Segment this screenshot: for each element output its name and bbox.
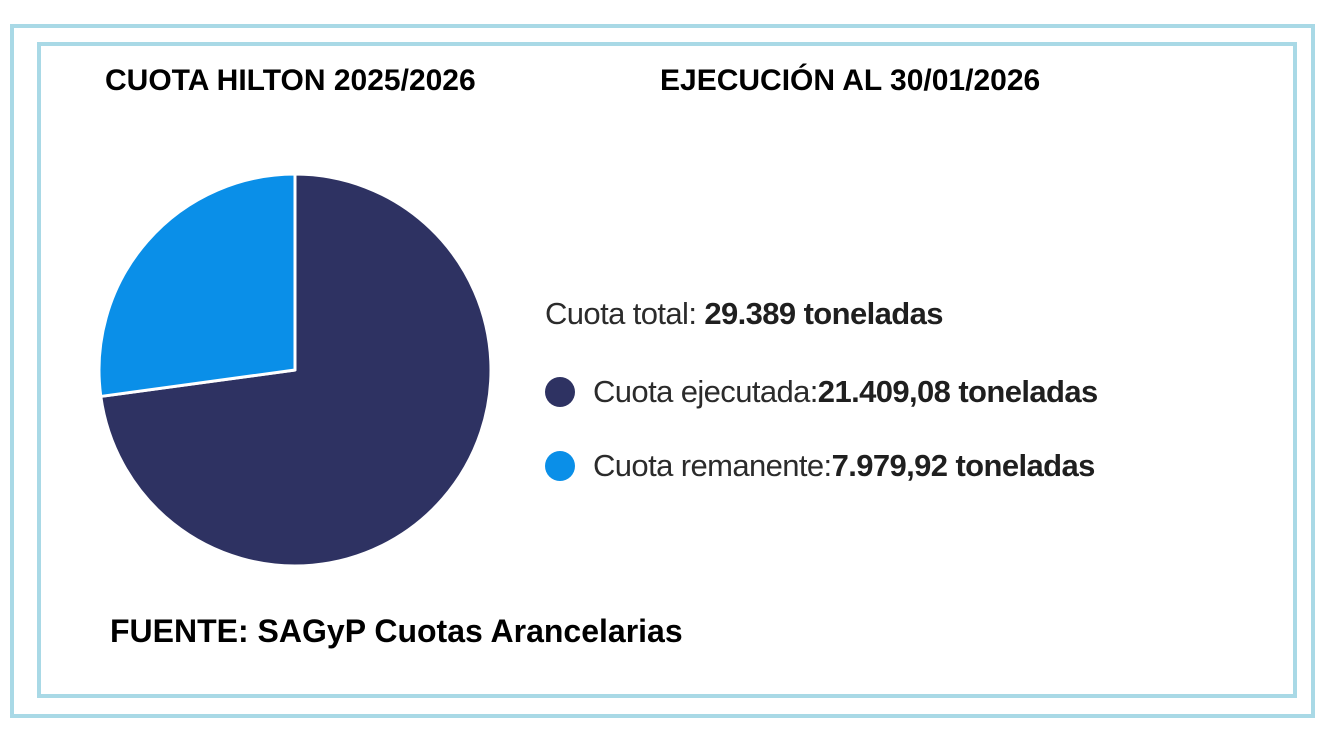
legend-label-executed: Cuota ejecutada:: [593, 374, 818, 409]
legend-item-remaining: Cuota remanente: 7.979,92 toneladas: [545, 448, 1095, 484]
inner-frame: [37, 42, 1297, 698]
source-note: FUENTE: SAGyP Cuotas Arancelarias: [110, 613, 683, 649]
pie-slice-remaining: [97, 172, 297, 398]
legend-total-value: 29.389 toneladas: [704, 296, 943, 331]
chart-title: CUOTA HILTON 2025/2026: [105, 64, 476, 97]
pie-chart: [97, 172, 493, 568]
legend-item-executed: Cuota ejecutada: 21.409,08 toneladas: [545, 374, 1098, 410]
legend-total: Cuota total: 29.389 toneladas: [545, 296, 944, 332]
outer-frame: [10, 24, 1315, 718]
chart-subtitle: EJECUCIÓN AL 30/01/2026: [660, 64, 1041, 97]
legend-swatch-executed: [545, 377, 575, 407]
legend-value-remaining: 7.979,92 toneladas: [831, 448, 1096, 483]
legend-swatch-remaining: [545, 451, 575, 481]
legend-label-remaining: Cuota remanente:: [593, 448, 832, 483]
legend-value-executed: 21.409,08 toneladas: [817, 374, 1098, 409]
legend-total-label: Cuota total:: [545, 296, 705, 331]
